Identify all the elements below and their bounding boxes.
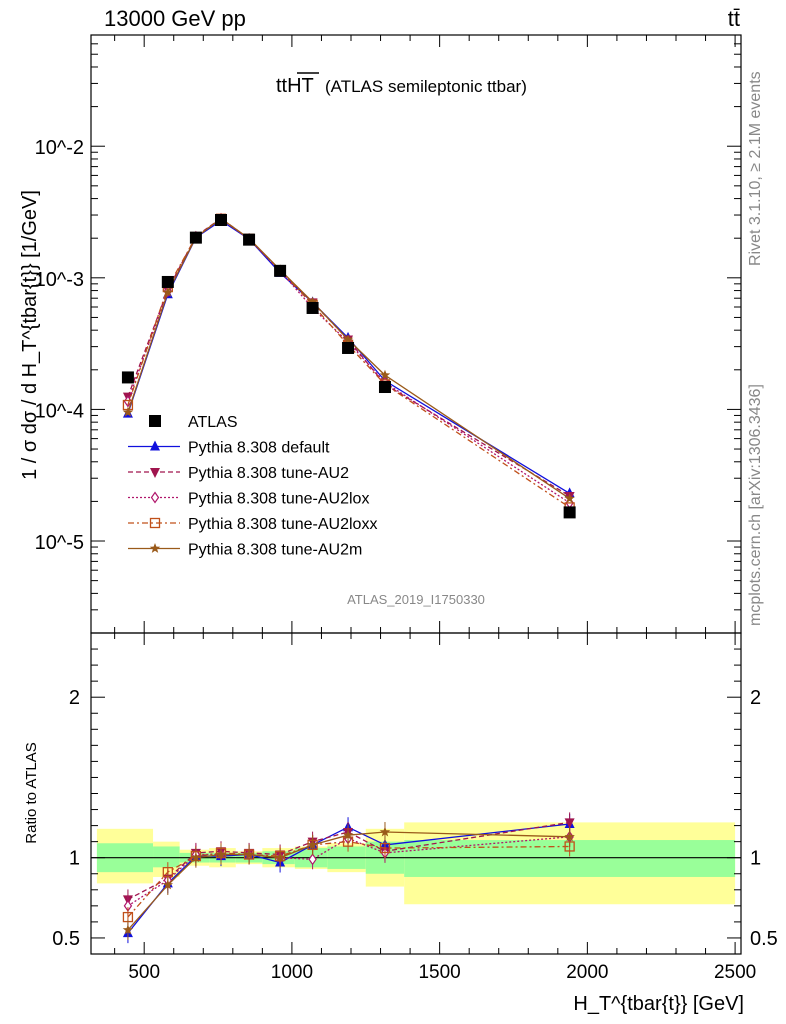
atlas-data-point: [243, 233, 256, 246]
x-tick-label: 2000: [566, 962, 608, 983]
ratio-line-default: [127, 823, 570, 934]
ratio-point-tune-AU2m: [243, 849, 255, 859]
ratio-y-tick-label: 2: [69, 687, 80, 709]
x-tick-label: 1500: [418, 962, 460, 983]
rivet-label: Rivet 3.1.10, ≥ 2.1M events: [747, 71, 764, 266]
data-point-tune-AU2m: [122, 406, 134, 417]
ratio-panel-frame: [90, 632, 742, 955]
data-point-tune-AU2m: [342, 334, 354, 344]
ratio-point-tune-AU2m: [274, 852, 286, 863]
atlas-data-point: [189, 231, 202, 244]
process-label: tt̄: [728, 6, 740, 31]
legend-marker: [149, 517, 161, 529]
ratio-y-tick-label-right: 0.5: [750, 928, 778, 950]
legend-label: Pythia 8.308 tune-AU2m: [188, 542, 362, 559]
ratio-line-tune-AU2: [127, 821, 570, 900]
energy-label: 13000 GeV pp: [104, 6, 246, 31]
ratio-y-tick-label-right: 2: [750, 687, 761, 709]
legend-label: Pythia 8.308 default: [188, 440, 330, 457]
x-axis-label: H_T^{tbar{t}} [GeV]: [573, 993, 744, 1015]
data-point-tune-AU2m: [379, 369, 391, 380]
legend-label: Pythia 8.308 tune-AU2: [188, 465, 349, 482]
ratio-y-tick-label: 1: [69, 848, 80, 870]
ratio-point-tune-AU2loxx: [379, 842, 391, 854]
ratio-point-tune-AU2m: [162, 879, 173, 890]
x-tick-label: 2500: [714, 962, 756, 983]
green-band-bin: [153, 846, 180, 868]
data-point-tune-AU2m: [162, 286, 173, 297]
atlas-data-point: [563, 506, 576, 519]
atlas-data-point: [161, 275, 174, 288]
legend-marker: [149, 543, 161, 553]
ratio-series-layer: [122, 812, 575, 944]
legend-marker: [150, 468, 160, 478]
ratio-point-tune-AU2m: [122, 924, 134, 935]
main-y-tick-label: 10^-5: [35, 532, 84, 554]
mcplots-label: mcplots.cern.ch [arXiv:1306.3436]: [747, 384, 764, 626]
legend-marker: [150, 440, 160, 451]
atlas-data-point: [121, 371, 134, 384]
main-series-layer: [121, 212, 576, 519]
main-y-tick-label: 10^-2: [35, 137, 84, 159]
plot-subtitle: (ATLAS semileptonic ttbar): [325, 77, 527, 96]
legend-label: Pythia 8.308 tune-AU2loxx: [188, 516, 377, 533]
ratio-point-tune-AU2m: [379, 826, 391, 837]
ratio-y-tick-label-right: 1: [750, 848, 761, 870]
legend-label: ATLAS: [188, 414, 238, 431]
data-point-tune-AU2m: [307, 296, 318, 307]
ratio-point-tune-AU2: [564, 818, 575, 829]
axes-layer: 500 1000 1500 2000 2500 10^-5 10^-4 10^-3 10^-2 0…: [35, 34, 778, 983]
series-line-tune-AU2m: [127, 217, 570, 500]
main-y-tick-label: 10^-4: [35, 400, 84, 422]
x-tick-label: 1000: [271, 962, 313, 983]
ratio-point-tune-AU2m: [215, 849, 227, 859]
ratio-point-tune-AU2m: [307, 839, 318, 850]
atlas-data-point: [306, 301, 319, 314]
main-plot-title: ttHT (ATLAS semileptonic ttbar): [276, 75, 527, 97]
series-line-tune-AU2lox: [127, 217, 570, 504]
ratio-line-tune-AU2m: [127, 831, 570, 931]
ratio-point-tune-AU2m: [190, 852, 202, 863]
legend-marker: [149, 415, 161, 427]
atlas-data-point: [342, 341, 355, 354]
atlas-data-point: [378, 381, 391, 394]
legend-label: Pythia 8.308 tune-AU2lox: [188, 491, 369, 508]
ratio-point-tune-AU2lox: [308, 853, 317, 866]
atlas-data-point: [215, 213, 227, 226]
ratio-point-tune-AU2m: [564, 831, 575, 842]
legend-marker: [150, 491, 160, 504]
ratio-y-tick-label: 0.5: [52, 928, 80, 950]
x-tick-label: 500: [128, 962, 160, 983]
main-y-tick-label: 10^-3: [35, 269, 84, 291]
legend: ATLAS Pythia 8.308 default Pythia 8.308 tu…: [128, 414, 377, 559]
atlas-data-point: [274, 264, 287, 277]
ratio-y-axis-label: Ratio to ATLAS: [23, 742, 40, 843]
data-point-tune-AU2m: [564, 493, 575, 504]
ratio-point-tune-AU2m: [342, 829, 354, 840]
analysis-id-label: ATLAS_2019_I1750330: [347, 592, 485, 607]
main-y-axis-label: 1 / σ dσ / d H_T^{tbar{t}} [1/GeV]: [19, 190, 41, 480]
